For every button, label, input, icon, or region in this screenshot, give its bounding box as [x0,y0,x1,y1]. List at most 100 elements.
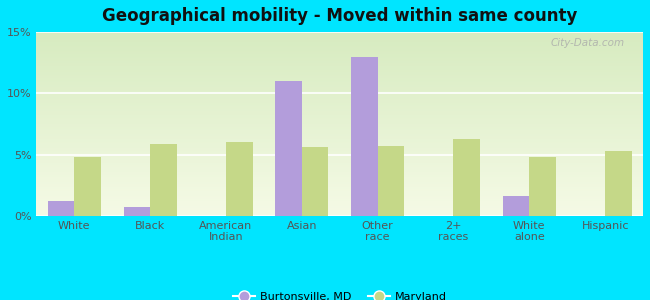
Bar [36,37,643,38]
Bar [36,201,643,202]
Bar [36,189,643,190]
Bar [36,61,643,62]
Bar [36,162,643,163]
Bar [36,146,643,147]
Bar [36,176,643,177]
Bar [36,103,643,104]
Bar [36,33,643,34]
Bar [36,70,643,71]
Bar [36,148,643,149]
Bar [36,203,643,204]
Bar [36,91,643,92]
Bar [36,47,643,48]
Bar [36,206,643,207]
Bar [36,151,643,152]
Bar [36,157,643,158]
Bar [36,184,643,185]
Bar [36,156,643,157]
Bar [36,80,643,81]
Bar [36,139,643,140]
Bar [36,154,643,155]
Bar [529,157,556,216]
Bar [36,94,643,95]
Bar [36,89,643,90]
Bar [36,32,643,33]
Bar [36,197,643,198]
Bar [36,42,643,43]
Bar [36,35,643,36]
Bar [36,53,643,54]
Bar [36,67,643,68]
Bar [36,71,643,72]
Bar [454,139,480,216]
Bar [36,133,643,134]
Bar [36,98,643,99]
Bar [36,137,643,138]
Bar [36,128,643,129]
Bar [36,46,643,47]
Bar [36,171,643,172]
Bar [36,87,643,88]
Bar [605,151,632,216]
Bar [36,78,643,79]
Bar [36,213,643,214]
Bar [36,177,643,178]
Bar [276,81,302,216]
Bar [36,214,643,215]
Bar [502,196,529,216]
Bar [36,119,643,120]
Bar [36,183,643,184]
Bar [36,62,643,63]
Bar [36,174,643,175]
Bar [36,198,643,199]
Bar [36,204,643,205]
Bar [36,52,643,53]
Bar [36,105,643,106]
Bar [36,155,643,156]
Bar [36,144,643,145]
Bar [36,112,643,113]
Bar [36,124,643,125]
Bar [36,82,643,84]
Bar [36,191,643,192]
Bar [36,43,643,44]
Bar [36,107,643,108]
Bar [36,36,643,37]
Bar [36,68,643,69]
Bar [36,180,643,181]
Bar [36,40,643,41]
Bar [36,121,643,122]
Bar [36,130,643,131]
Bar [36,34,643,35]
Bar [36,175,643,176]
Bar [36,132,643,133]
Bar [36,59,643,60]
Bar [36,41,643,42]
Bar [124,207,150,216]
Bar [36,84,643,85]
Bar [36,163,643,164]
Bar [36,129,643,130]
Title: Geographical mobility - Moved within same county: Geographical mobility - Moved within sam… [102,7,577,25]
Bar [36,181,643,182]
Bar [36,195,643,196]
Bar [36,138,643,139]
Bar [36,168,643,169]
Bar [36,60,643,61]
Bar [36,205,643,206]
Bar [36,49,643,50]
Bar [36,110,643,111]
Bar [36,182,643,183]
Bar [36,72,643,73]
Bar [36,65,643,66]
Bar [36,85,643,86]
Bar [36,108,643,109]
Bar [36,200,643,201]
Bar [36,48,643,49]
Bar [36,170,643,171]
Bar [36,212,643,213]
Bar [36,199,643,200]
Bar [36,38,643,39]
Bar [36,90,643,91]
Bar [36,188,643,189]
